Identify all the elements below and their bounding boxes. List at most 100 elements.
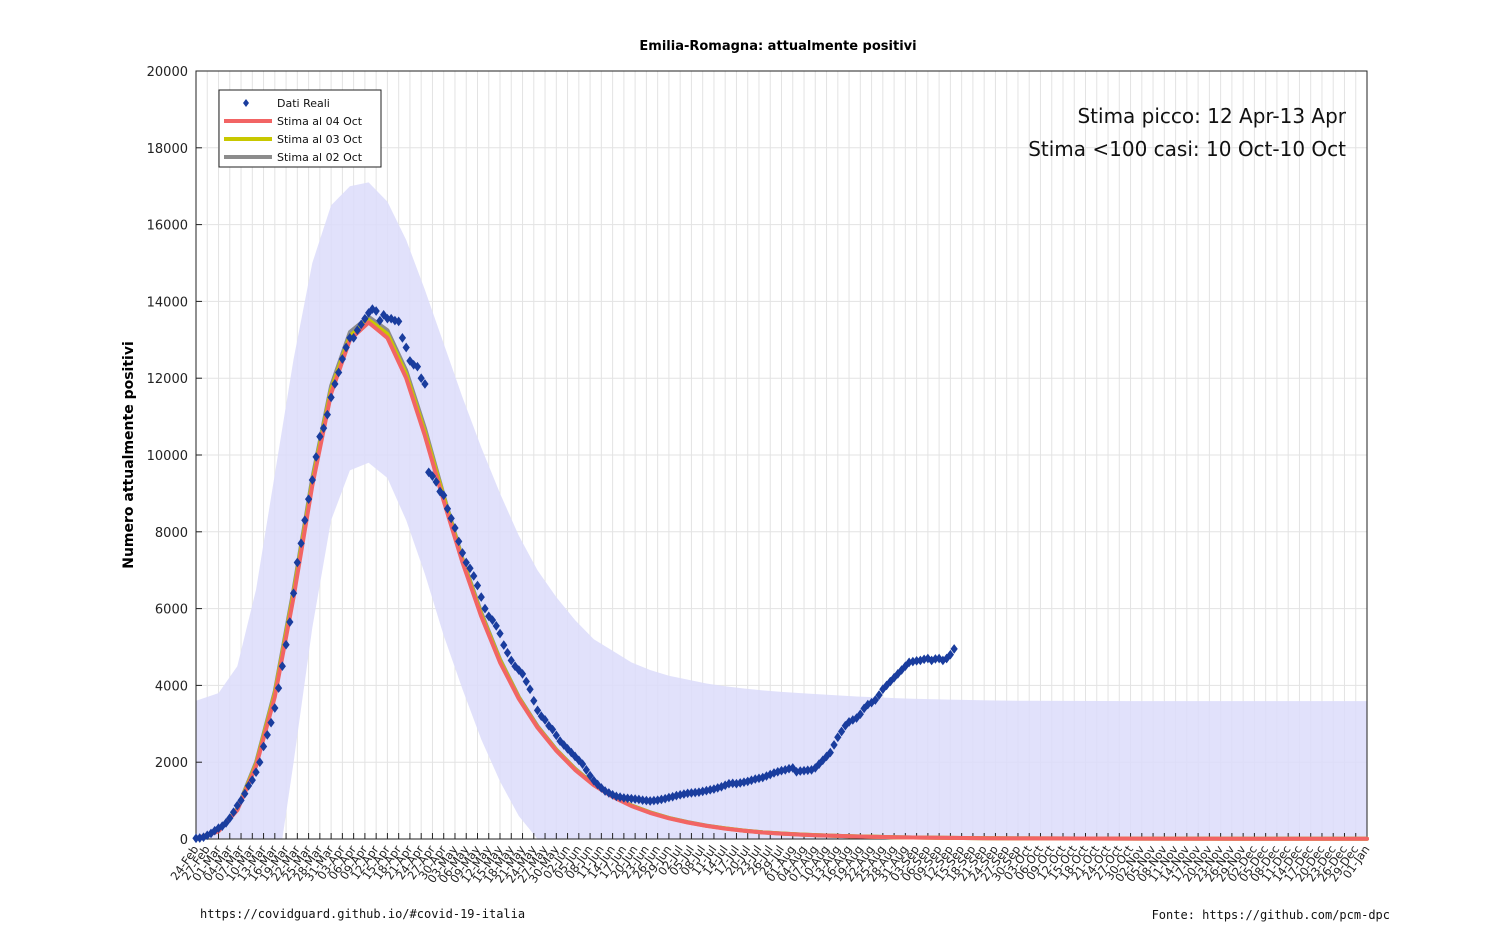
data-point (879, 684, 887, 695)
data-point (578, 759, 587, 769)
data-point (278, 661, 286, 672)
confidence-band (196, 182, 1367, 839)
data-point (503, 647, 512, 658)
data-point (518, 669, 527, 679)
data-point (274, 683, 283, 693)
data-point (935, 653, 943, 664)
data-point (882, 680, 891, 691)
y-tick-label: 16000 (147, 219, 188, 234)
data-point (350, 333, 358, 343)
data-point (297, 538, 305, 549)
y-tick-label: 2000 (155, 756, 188, 771)
data-point (537, 711, 545, 721)
data-point (458, 548, 467, 558)
data-point (308, 475, 316, 485)
data-point (492, 621, 500, 631)
data-point (811, 763, 819, 773)
data-point (511, 661, 519, 672)
legend-label: Stima al 02 Oct (277, 151, 363, 164)
data-point (462, 557, 470, 568)
data-point (901, 661, 909, 672)
data-point (819, 755, 827, 766)
data-point (380, 310, 388, 320)
data-point (286, 617, 294, 627)
data-point (316, 431, 324, 442)
data-point (943, 653, 951, 664)
data-point (406, 356, 414, 366)
data-point (413, 361, 422, 372)
data-point (226, 813, 234, 823)
data-point (950, 644, 958, 654)
data-point (481, 603, 489, 614)
data-point (244, 780, 253, 791)
data-point (552, 730, 560, 741)
data-point (856, 709, 864, 720)
footer-right: Fonte: https://github.com/pcm-dpc (1152, 908, 1390, 922)
data-point (946, 649, 955, 660)
data-point (488, 615, 497, 625)
data-point (477, 592, 485, 602)
data-point (342, 342, 350, 353)
data-point (470, 571, 478, 581)
data-point (271, 703, 279, 713)
data-point (560, 740, 568, 750)
legend-label: Stima al 03 Oct (277, 133, 363, 146)
data-point (871, 695, 879, 705)
data-point (590, 775, 598, 786)
data-point (875, 690, 883, 700)
data-point (586, 770, 594, 781)
data-point (293, 557, 301, 568)
data-point (289, 588, 298, 599)
data-point (301, 515, 309, 526)
data-point (259, 741, 268, 752)
data-point (894, 669, 902, 679)
data-point (229, 807, 238, 818)
data-point (233, 800, 241, 811)
data-point (372, 306, 380, 316)
data-point (282, 639, 290, 650)
data-point (815, 759, 823, 769)
data-point (436, 486, 444, 497)
data-point (237, 795, 245, 806)
data-point (473, 580, 482, 591)
data-point (530, 695, 538, 706)
y-tick-label: 12000 (147, 372, 188, 387)
data-point (357, 319, 365, 330)
legend: Dati Reali Stima al 04 Oct Stima al 03 Oct… (218, 89, 382, 168)
data-point (353, 325, 362, 336)
data-point (605, 788, 613, 798)
data-point (432, 477, 440, 487)
data-point (608, 790, 617, 800)
data-point (395, 316, 403, 327)
data-point (443, 503, 452, 514)
data-point (421, 379, 429, 389)
data-point (556, 736, 564, 746)
y-tick-label: 8000 (155, 526, 188, 541)
data-point (826, 747, 834, 758)
y-tick-label: 14000 (147, 295, 188, 310)
y-tick-label: 4000 (155, 679, 188, 694)
data-point (860, 703, 868, 714)
data-point (548, 724, 557, 735)
legend-marker (243, 99, 249, 107)
data-point (248, 775, 256, 785)
data-point (522, 676, 530, 687)
data-point (575, 755, 583, 766)
y-tick-label: 10000 (147, 449, 188, 464)
data-point (410, 359, 418, 370)
data-point (440, 490, 448, 501)
data-point (417, 373, 425, 384)
data-point (541, 715, 549, 725)
annotation-below-100: Stima <100 casi: 10 Oct-10 Oct (1028, 137, 1346, 161)
chart-title: Emilia-Romagna: attualmente positivi (639, 39, 916, 54)
series-points (192, 304, 958, 844)
data-point (361, 313, 369, 324)
data-point (376, 315, 384, 326)
data-point (567, 747, 575, 758)
y-tick-label: 18000 (147, 142, 188, 157)
y-tick-label: 6000 (155, 603, 188, 618)
data-point (222, 818, 230, 828)
data-point (319, 423, 328, 433)
data-point (387, 313, 395, 324)
data-point (331, 379, 339, 389)
